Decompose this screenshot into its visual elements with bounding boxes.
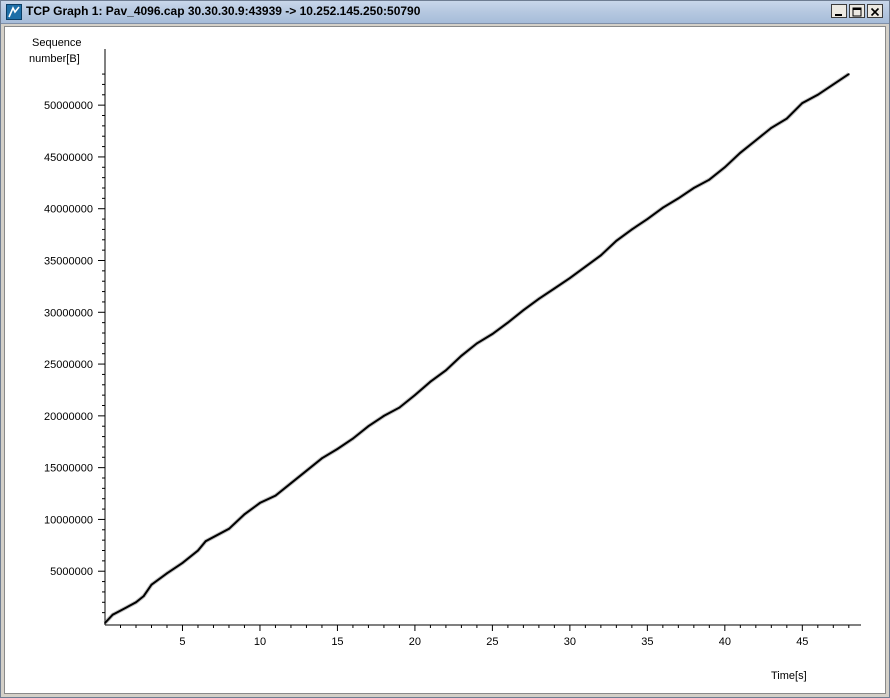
y-tick-label: 5000000 (50, 566, 93, 578)
data-point (692, 187, 695, 189)
y-tick-label: 50000000 (44, 100, 93, 112)
x-tick-label: 45 (796, 636, 808, 648)
data-point (785, 117, 788, 120)
y-tick-label: 20000000 (44, 411, 93, 423)
data-point (259, 502, 261, 504)
y-tick-label: 25000000 (44, 359, 93, 371)
data-point (429, 380, 432, 383)
data-point (460, 354, 463, 357)
x-ticks: 5 10 15 20 25 30 35 40 45 (119, 625, 850, 648)
x-tick-label: 20 (409, 636, 421, 648)
close-button[interactable] (867, 4, 883, 18)
title-bar[interactable]: TCP Graph 1: Pav_4096.cap 30.30.30.9:439… (1, 1, 889, 24)
tcp-sequence-chart[interactable]: Sequence number[B] Time[s] 5000000 100000… (5, 27, 885, 693)
data-point (367, 425, 370, 428)
data-point (104, 622, 106, 624)
plot-area[interactable]: Sequence number[B] Time[s] 5000000 100000… (4, 26, 886, 694)
data-point (150, 583, 153, 586)
y-tick-label: 40000000 (44, 204, 93, 216)
data-point (847, 73, 850, 75)
x-tick-label: 40 (719, 636, 731, 648)
data-point (770, 127, 773, 129)
data-point (646, 218, 649, 221)
data-point (243, 513, 246, 516)
data-point (204, 540, 207, 543)
maximize-icon (852, 7, 862, 17)
data-point (677, 197, 680, 200)
y-tick-label: 35000000 (44, 256, 93, 268)
data-point (290, 482, 292, 485)
x-tick-label: 10 (254, 636, 266, 648)
data-point (723, 166, 726, 169)
data-point (631, 228, 633, 231)
data-point (197, 549, 199, 552)
data-point (507, 321, 509, 324)
data-point (445, 369, 447, 372)
maximize-button[interactable] (849, 4, 865, 18)
data-point (615, 239, 618, 242)
data-point (476, 342, 478, 345)
y-axis-label-line2: number[B] (29, 53, 80, 65)
data-point (166, 572, 168, 575)
data-point (383, 415, 385, 417)
x-tick-label: 30 (564, 636, 576, 648)
close-icon (870, 7, 880, 17)
y-axis-label-line1: Sequence (32, 37, 82, 49)
series-line (104, 73, 850, 624)
data-point (321, 457, 323, 460)
y-tick-label: 10000000 (44, 514, 93, 526)
y-tick-label: 45000000 (44, 152, 93, 164)
data-point (584, 265, 587, 268)
data-point (336, 448, 339, 450)
series-group (103, 72, 850, 625)
data-point (491, 333, 494, 335)
data-point (553, 287, 556, 290)
data-point (398, 406, 401, 409)
x-axis-label: Time[s] (771, 670, 807, 682)
x-tick-label: 25 (486, 636, 498, 648)
data-point (569, 277, 571, 279)
x-tick-label: 5 (179, 636, 185, 648)
data-point (181, 562, 184, 564)
data-point (352, 437, 354, 440)
data-point (600, 254, 602, 257)
data-point (135, 601, 137, 604)
data-point (119, 609, 122, 612)
x-tick-label: 35 (641, 636, 653, 648)
y-tick-label: 30000000 (44, 307, 93, 319)
y-ticks: 5000000 10000000 15000000 20000000 25000000 3… (44, 73, 105, 614)
window-title: TCP Graph 1: Pav_4096.cap 30.30.30.9:439… (26, 4, 421, 18)
data-point (414, 394, 416, 396)
data-point (274, 494, 277, 497)
data-point (538, 297, 540, 300)
data-point (662, 206, 664, 209)
data-point (228, 527, 230, 530)
data-point (708, 178, 711, 181)
minimize-button[interactable] (831, 4, 847, 18)
minimize-icon (835, 14, 842, 16)
y-tick-label: 15000000 (44, 463, 93, 475)
tcp-graph-app-icon (6, 4, 22, 20)
data-point (522, 309, 525, 312)
data-point (832, 83, 835, 86)
data-point (111, 613, 114, 616)
data-point (754, 139, 757, 142)
data-point (816, 93, 819, 96)
data-point (305, 469, 308, 472)
window-controls (831, 4, 883, 18)
data-point (142, 595, 145, 597)
data-point (801, 102, 804, 104)
data-point (739, 151, 742, 154)
x-tick-label: 15 (331, 636, 343, 648)
